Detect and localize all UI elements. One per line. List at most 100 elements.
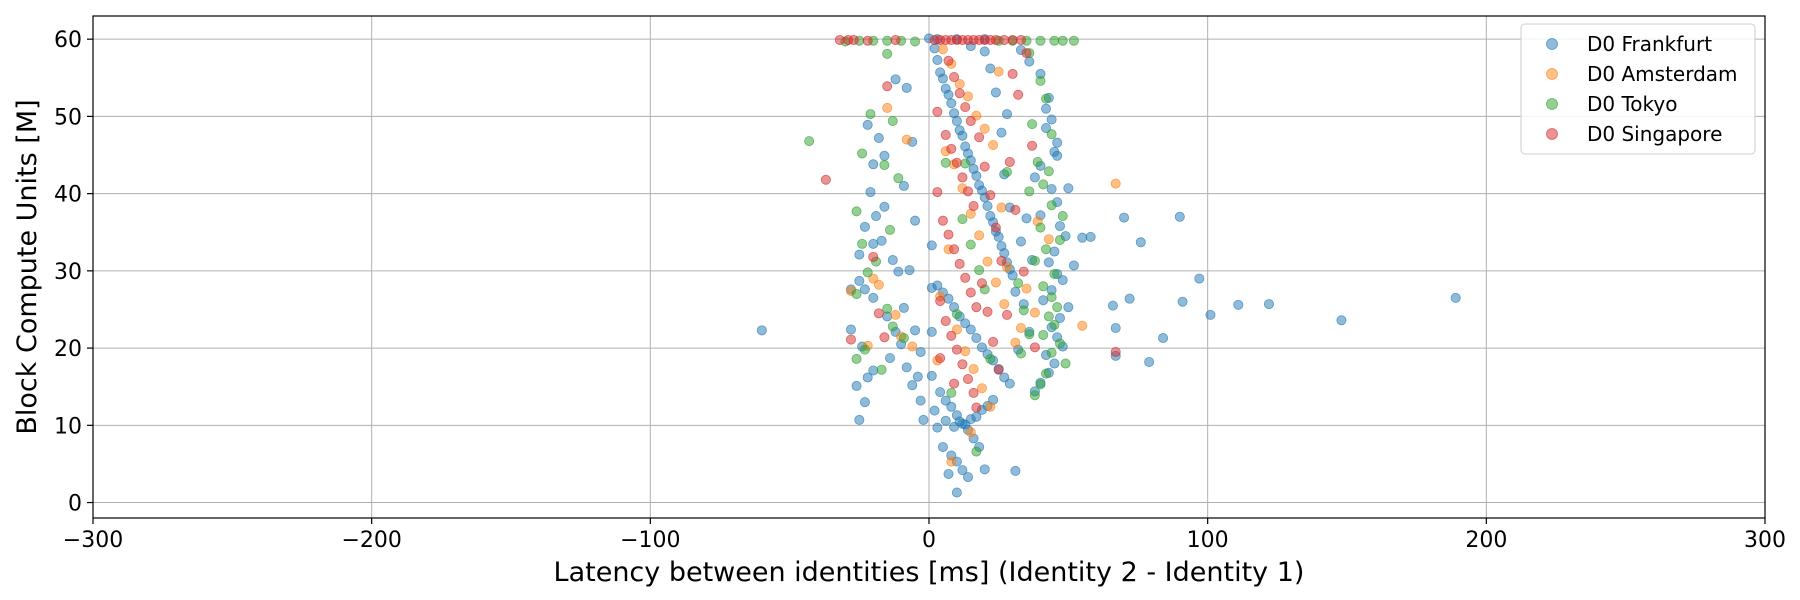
data-point (963, 91, 974, 102)
data-point (1049, 246, 1060, 257)
data-point (976, 342, 987, 353)
y-tick-label: 10 (54, 414, 82, 439)
data-point (960, 102, 971, 113)
data-point (893, 266, 904, 277)
data-point (1007, 270, 1018, 281)
data-point (882, 48, 893, 59)
data-point (985, 401, 996, 412)
data-point (1043, 311, 1054, 322)
data-point (1057, 275, 1068, 286)
data-point (954, 258, 965, 269)
data-point (1024, 329, 1035, 340)
axis-ticks: −300 −200 −100 0 100 200 300 0 10 20 30 40 50 60 (54, 28, 1786, 553)
data-point (1035, 379, 1046, 390)
data-point (1041, 244, 1052, 255)
data-point (1015, 34, 1026, 45)
data-point (884, 353, 895, 364)
data-point (1041, 368, 1052, 379)
data-point (1205, 309, 1216, 320)
y-tick-label: 60 (54, 28, 82, 53)
y-tick-label: 30 (54, 260, 82, 285)
data-point (1046, 114, 1057, 125)
data-point (1046, 292, 1057, 303)
data-point (1057, 211, 1068, 222)
data-point (943, 293, 954, 304)
data-point (865, 109, 876, 120)
data-point (996, 202, 1007, 213)
data-point (1110, 323, 1121, 334)
data-point (932, 187, 943, 198)
data-point (857, 148, 868, 159)
data-point (1046, 200, 1057, 211)
data-point (898, 302, 909, 313)
data-point (960, 272, 971, 283)
data-point (965, 324, 976, 335)
data-point (1013, 89, 1024, 100)
data-point (890, 309, 901, 320)
data-point (1049, 319, 1060, 330)
data-point (1021, 48, 1032, 59)
data-point (949, 72, 960, 83)
data-point (926, 370, 937, 381)
data-point (1029, 342, 1040, 353)
data-point (1046, 347, 1057, 358)
data-point (1054, 312, 1065, 323)
data-point (1035, 75, 1046, 86)
data-point (1015, 348, 1026, 359)
data-point (884, 224, 895, 235)
data-point (851, 353, 862, 364)
data-point (999, 34, 1010, 45)
data-point (968, 363, 979, 374)
data-point (1054, 338, 1065, 349)
data-point (937, 73, 948, 84)
data-point (1158, 333, 1169, 344)
data-point (957, 465, 968, 476)
data-point (988, 139, 999, 150)
x-tick-label: −100 (620, 528, 680, 553)
data-point (898, 333, 909, 344)
data-point (868, 292, 879, 303)
data-point (951, 309, 962, 320)
data-point (951, 157, 962, 168)
data-point (951, 116, 962, 127)
data-point (949, 244, 960, 255)
data-point (951, 344, 962, 355)
data-point (971, 170, 982, 181)
data-point (979, 161, 990, 172)
data-point (854, 275, 865, 286)
data-point (887, 255, 898, 266)
data-point (976, 383, 987, 394)
data-point (862, 119, 873, 130)
data-point (1032, 156, 1043, 167)
data-point (932, 55, 943, 66)
data-point (988, 336, 999, 347)
data-point (1063, 183, 1074, 194)
data-point (851, 206, 862, 217)
data-point (949, 378, 960, 389)
data-point (1024, 56, 1035, 67)
data-point (993, 364, 1004, 375)
data-point (898, 180, 909, 191)
data-point (854, 414, 865, 425)
data-point (868, 273, 879, 284)
data-point (968, 200, 979, 211)
data-point (926, 326, 937, 337)
data-point (1057, 35, 1068, 46)
data-point (871, 211, 882, 222)
data-point (1177, 296, 1188, 307)
data-point (879, 160, 890, 171)
data-point (1052, 302, 1063, 313)
data-point (1119, 212, 1130, 223)
data-point (859, 284, 870, 295)
data-point (859, 397, 870, 408)
data-point (857, 238, 868, 249)
legend-label: D0 Singapore (1587, 122, 1722, 146)
data-point (957, 172, 968, 183)
data-point (873, 308, 884, 319)
series-3 (820, 34, 1121, 413)
data-point (862, 35, 873, 46)
data-point (985, 63, 996, 74)
data-point (1046, 183, 1057, 194)
data-point (946, 330, 957, 341)
